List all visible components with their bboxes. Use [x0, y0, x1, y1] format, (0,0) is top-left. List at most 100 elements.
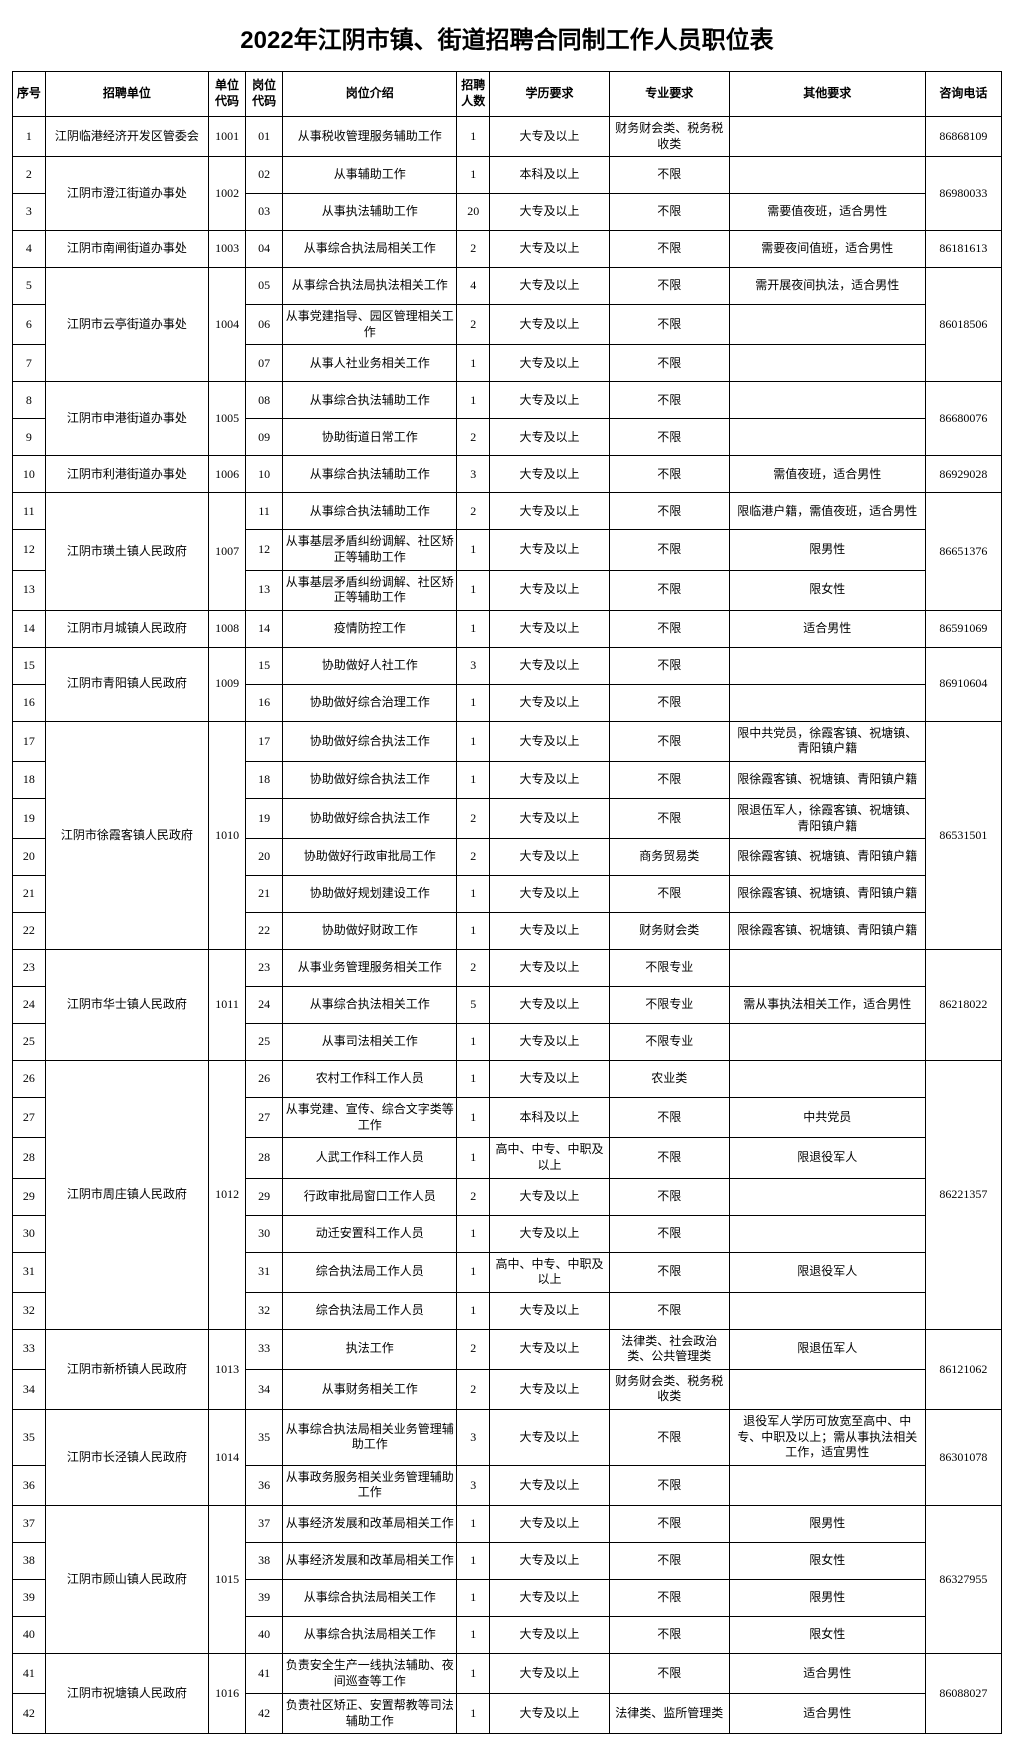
cell-ucode: 1004 [209, 268, 246, 382]
cell-ucode: 1011 [209, 950, 246, 1061]
cell-tel: 86910604 [925, 647, 1001, 721]
table-row: 5江阴市云亭街道办事处100405从事综合执法局执法相关工作4大专及以上不限需开… [13, 268, 1002, 305]
cell-ucode: 1001 [209, 117, 246, 157]
cell-pcode: 26 [246, 1061, 283, 1098]
cell-other [729, 1178, 925, 1215]
cell-edu: 大专及以上 [490, 382, 610, 419]
cell-major: 不限 [609, 1465, 729, 1505]
cell-desc: 从事司法相关工作 [283, 1024, 457, 1061]
cell-pcode: 31 [246, 1252, 283, 1292]
cell-desc: 协助做好综合执法工作 [283, 798, 457, 838]
cell-desc: 从事业务管理服务相关工作 [283, 950, 457, 987]
cell-other: 中共党员 [729, 1098, 925, 1138]
cell-seq: 27 [13, 1098, 46, 1138]
cell-seq: 39 [13, 1580, 46, 1617]
cell-num: 1 [457, 1024, 490, 1061]
cell-num: 1 [457, 610, 490, 647]
cell-desc: 动迁安置科工作人员 [283, 1215, 457, 1252]
cell-edu: 大专及以上 [490, 1617, 610, 1654]
cell-other [729, 1024, 925, 1061]
cell-major: 不限专业 [609, 987, 729, 1024]
cell-other: 需从事执法相关工作，适合男性 [729, 987, 925, 1024]
cell-pcode: 19 [246, 798, 283, 838]
cell-pcode: 32 [246, 1292, 283, 1329]
cell-major: 财务财会类 [609, 913, 729, 950]
cell-major: 不限 [609, 721, 729, 761]
cell-major: 不限 [609, 798, 729, 838]
cell-seq: 19 [13, 798, 46, 838]
cell-num: 3 [457, 647, 490, 684]
table-header-row: 序号 招聘单位 单位代码 岗位代码 岗位介绍 招聘人数 学历要求 专业要求 其他… [13, 72, 1002, 117]
cell-pcode: 01 [246, 117, 283, 157]
th-other: 其他要求 [729, 72, 925, 117]
cell-tel: 86181613 [925, 231, 1001, 268]
cell-seq: 33 [13, 1329, 46, 1369]
cell-pcode: 13 [246, 570, 283, 610]
cell-major: 商务贸易类 [609, 839, 729, 876]
cell-other [729, 1465, 925, 1505]
cell-num: 1 [457, 1252, 490, 1292]
table-row: 23江阴市华士镇人民政府101123从事业务管理服务相关工作2大专及以上不限专业… [13, 950, 1002, 987]
cell-num: 3 [457, 456, 490, 493]
cell-pcode: 30 [246, 1215, 283, 1252]
cell-major: 不限 [609, 647, 729, 684]
cell-desc: 从事综合执法局相关工作 [283, 231, 457, 268]
cell-num: 1 [457, 684, 490, 721]
cell-unit: 江阴市新桥镇人民政府 [45, 1329, 208, 1409]
cell-major: 不限 [609, 1543, 729, 1580]
cell-tel: 86121062 [925, 1329, 1001, 1409]
cell-edu: 大专及以上 [490, 950, 610, 987]
cell-edu: 大专及以上 [490, 456, 610, 493]
cell-pcode: 11 [246, 493, 283, 530]
cell-seq: 14 [13, 610, 46, 647]
cell-tel: 86301078 [925, 1410, 1001, 1506]
th-edu: 学历要求 [490, 72, 610, 117]
cell-seq: 4 [13, 231, 46, 268]
cell-ucode: 1003 [209, 231, 246, 268]
cell-desc: 综合执法局工作人员 [283, 1292, 457, 1329]
cell-other: 限徐霞客镇、祝塘镇、青阳镇户籍 [729, 761, 925, 798]
cell-major: 不限 [609, 1098, 729, 1138]
cell-pcode: 36 [246, 1465, 283, 1505]
cell-major: 不限 [609, 382, 729, 419]
cell-desc: 协助街道日常工作 [283, 419, 457, 456]
cell-pcode: 37 [246, 1506, 283, 1543]
cell-num: 4 [457, 268, 490, 305]
cell-num: 3 [457, 1465, 490, 1505]
cell-unit: 江阴市徐霞客镇人民政府 [45, 721, 208, 949]
cell-edu: 大专及以上 [490, 493, 610, 530]
cell-seq: 31 [13, 1252, 46, 1292]
cell-num: 2 [457, 1329, 490, 1369]
cell-major: 不限 [609, 1506, 729, 1543]
cell-major: 不限专业 [609, 950, 729, 987]
cell-seq: 28 [13, 1138, 46, 1178]
cell-unit: 江阴市顾山镇人民政府 [45, 1506, 208, 1654]
table-row: 33江阴市新桥镇人民政府101333执法工作2大专及以上法律类、社会政治类、公共… [13, 1329, 1002, 1369]
cell-ucode: 1016 [209, 1654, 246, 1734]
cell-desc: 负责社区矫正、安置帮教等司法辅助工作 [283, 1694, 457, 1734]
cell-desc: 执法工作 [283, 1329, 457, 1369]
cell-pcode: 38 [246, 1543, 283, 1580]
cell-edu: 大专及以上 [490, 1506, 610, 1543]
cell-edu: 大专及以上 [490, 1654, 610, 1694]
cell-other: 限男性 [729, 1506, 925, 1543]
cell-seq: 17 [13, 721, 46, 761]
cell-seq: 15 [13, 647, 46, 684]
cell-other: 限退役军人 [729, 1138, 925, 1178]
cell-other: 限中共党员，徐霞客镇、祝塘镇、青阳镇户籍 [729, 721, 925, 761]
cell-num: 2 [457, 950, 490, 987]
cell-desc: 从事综合执法局执法相关工作 [283, 268, 457, 305]
cell-seq: 32 [13, 1292, 46, 1329]
cell-pcode: 23 [246, 950, 283, 987]
cell-major: 不限 [609, 1138, 729, 1178]
cell-unit: 江阴市南闸街道办事处 [45, 231, 208, 268]
cell-edu: 大专及以上 [490, 419, 610, 456]
cell-edu: 大专及以上 [490, 1024, 610, 1061]
cell-pcode: 18 [246, 761, 283, 798]
cell-unit: 江阴市利港街道办事处 [45, 456, 208, 493]
cell-pcode: 14 [246, 610, 283, 647]
cell-seq: 2 [13, 157, 46, 194]
cell-desc: 协助做好财政工作 [283, 913, 457, 950]
cell-edu: 高中、中专、中职及以上 [490, 1252, 610, 1292]
cell-major: 不限 [609, 456, 729, 493]
